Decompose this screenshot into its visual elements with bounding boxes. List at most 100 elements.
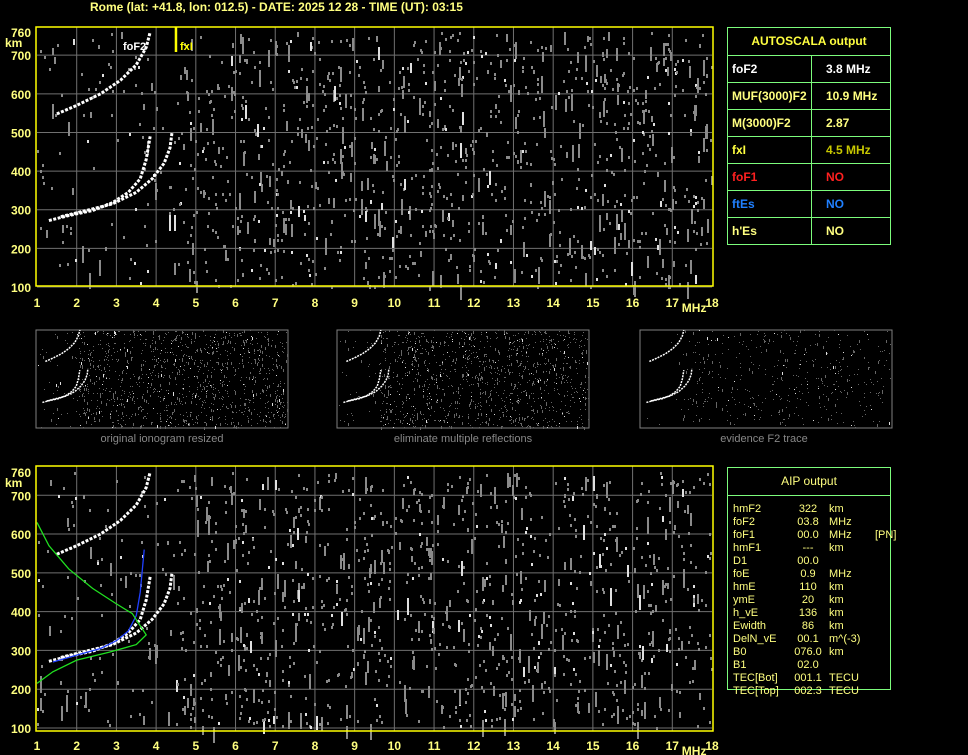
noise-echo bbox=[449, 337, 450, 338]
noise-echo bbox=[467, 600, 469, 603]
noise-echo bbox=[563, 655, 565, 658]
noise-echo bbox=[422, 348, 423, 349]
noise-echo bbox=[165, 426, 166, 429]
noise-echo bbox=[160, 384, 161, 387]
noise-echo bbox=[408, 334, 409, 335]
noise-echo bbox=[97, 562, 99, 565]
noise-echo bbox=[497, 378, 498, 381]
noise-echo bbox=[190, 234, 192, 237]
noise-echo bbox=[428, 419, 429, 420]
noise-echo bbox=[155, 375, 156, 376]
noise-echo bbox=[295, 516, 297, 519]
ionogram-thumbnail bbox=[639, 329, 893, 429]
noise-echo bbox=[90, 368, 91, 369]
noise-echo bbox=[554, 368, 555, 371]
noise-echo bbox=[468, 370, 469, 371]
noise-echo bbox=[889, 353, 890, 354]
noise-echo bbox=[153, 389, 154, 390]
noise-echo bbox=[340, 67, 342, 82]
noise-echo bbox=[623, 42, 625, 45]
noise-echo bbox=[100, 397, 101, 398]
noise-echo bbox=[171, 402, 172, 405]
noise-echo bbox=[368, 366, 369, 367]
noise-echo bbox=[697, 406, 698, 407]
noise-echo bbox=[183, 356, 184, 357]
noise-echo bbox=[184, 365, 185, 366]
noise-echo bbox=[105, 247, 107, 251]
noise-echo bbox=[202, 404, 203, 405]
noise-echo bbox=[558, 271, 560, 274]
noise-echo bbox=[478, 635, 480, 638]
noise-echo bbox=[449, 426, 450, 427]
y-tick-label: 700 bbox=[11, 489, 31, 503]
noise-echo bbox=[499, 352, 500, 355]
noise-echo bbox=[496, 338, 497, 339]
noise-echo bbox=[447, 560, 449, 563]
noise-echo bbox=[533, 550, 535, 553]
noise-echo bbox=[617, 706, 619, 718]
noise-echo bbox=[536, 219, 538, 222]
noise-echo bbox=[419, 98, 421, 115]
noise-echo bbox=[260, 412, 261, 413]
noise-echo bbox=[386, 409, 387, 410]
noise-echo bbox=[437, 388, 438, 389]
noise-echo bbox=[93, 361, 94, 362]
noise-echo bbox=[213, 108, 215, 111]
noise-echo bbox=[87, 344, 88, 345]
noise-echo bbox=[139, 382, 140, 383]
noise-echo bbox=[190, 726, 192, 729]
noise-echo bbox=[672, 480, 674, 491]
noise-echo bbox=[244, 411, 245, 412]
x-axis-label: MHz bbox=[682, 744, 707, 755]
noise-echo bbox=[365, 211, 367, 222]
noise-echo bbox=[553, 407, 554, 408]
noise-echo bbox=[688, 60, 690, 63]
noise-echo bbox=[541, 393, 542, 394]
noise-echo bbox=[177, 602, 179, 605]
noise-echo bbox=[147, 390, 148, 393]
noise-echo bbox=[459, 719, 461, 722]
noise-echo bbox=[457, 39, 459, 42]
noise-echo bbox=[435, 420, 436, 421]
noise-echo bbox=[459, 415, 460, 418]
noise-echo bbox=[229, 335, 230, 336]
noise-echo bbox=[255, 380, 256, 383]
noise-echo bbox=[409, 424, 410, 425]
noise-echo bbox=[667, 583, 669, 589]
noise-echo bbox=[753, 398, 754, 399]
noise-echo bbox=[85, 413, 86, 416]
noise-echo bbox=[234, 93, 236, 96]
noise-echo bbox=[544, 332, 545, 333]
noise-echo bbox=[139, 407, 140, 408]
noise-echo bbox=[169, 425, 170, 426]
noise-echo bbox=[668, 48, 670, 51]
noise-echo bbox=[187, 334, 188, 335]
noise-echo bbox=[210, 419, 211, 420]
noise-echo bbox=[418, 621, 420, 633]
noise-echo bbox=[80, 353, 81, 354]
noise-echo bbox=[289, 161, 291, 164]
noise-echo bbox=[425, 381, 426, 382]
noise-echo bbox=[619, 654, 621, 657]
noise-echo bbox=[91, 352, 92, 353]
noise-echo bbox=[211, 403, 212, 404]
noise-echo bbox=[207, 352, 208, 353]
noise-echo bbox=[107, 364, 108, 365]
noise-echo bbox=[186, 70, 188, 80]
noise-echo bbox=[474, 357, 475, 358]
noise-echo bbox=[562, 635, 564, 650]
noise-echo bbox=[610, 588, 612, 591]
noise-echo bbox=[188, 347, 189, 348]
noise-echo bbox=[102, 416, 103, 417]
noise-echo bbox=[250, 641, 252, 653]
noise-echo bbox=[674, 241, 676, 244]
noise-echo bbox=[614, 525, 616, 528]
noise-echo bbox=[273, 239, 275, 247]
noise-echo bbox=[219, 629, 221, 645]
noise-echo bbox=[243, 152, 245, 166]
x-tick-label: 12 bbox=[467, 739, 481, 753]
noise-echo bbox=[476, 352, 477, 353]
noise-echo bbox=[151, 701, 153, 704]
noise-echo bbox=[218, 147, 220, 154]
noise-echo bbox=[696, 394, 697, 395]
